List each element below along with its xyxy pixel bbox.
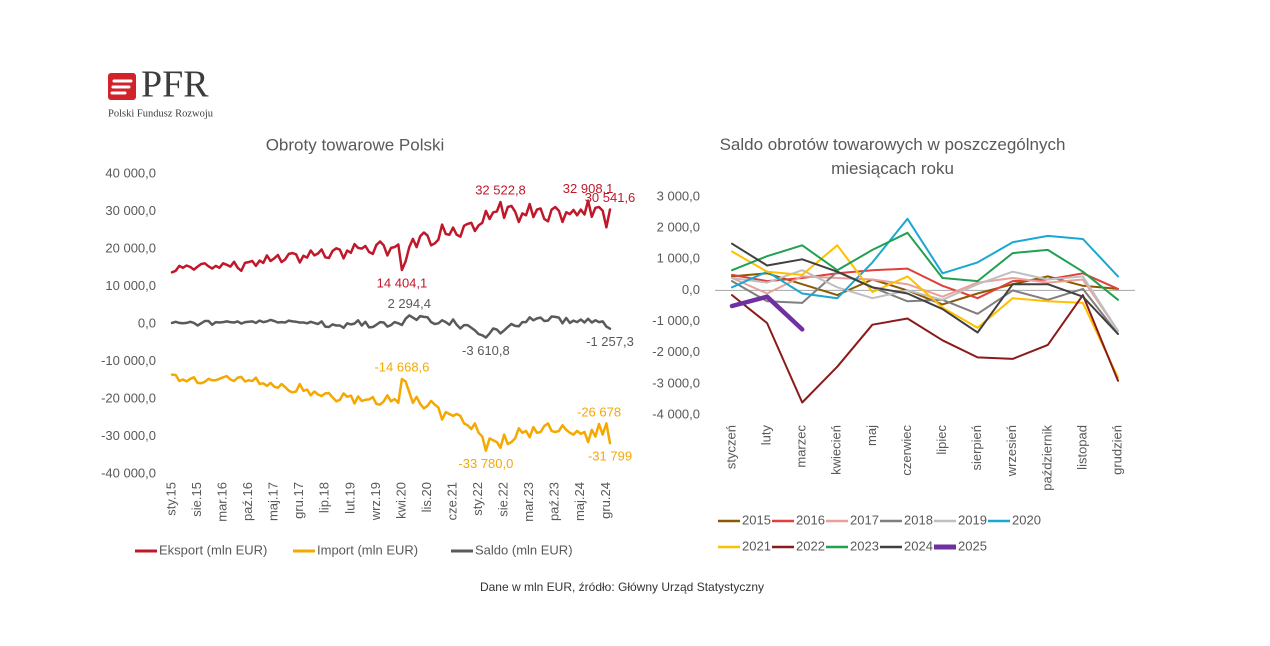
y-tick-label: 20 000,0 bbox=[105, 240, 156, 255]
x-tick-label: kwi.20 bbox=[393, 482, 408, 519]
y-tick-label: 2 000,0 bbox=[657, 220, 700, 235]
legend-label: 2018 bbox=[904, 512, 933, 527]
y-tick-label: 40 000,0 bbox=[105, 165, 156, 180]
y-tick-label: -1 000,0 bbox=[652, 313, 700, 328]
legend-label: Saldo (mln EUR) bbox=[475, 542, 573, 557]
legend-label: Eksport (mln EUR) bbox=[159, 542, 267, 557]
x-tick-label: wrz.19 bbox=[368, 482, 383, 521]
series-line bbox=[731, 231, 1119, 301]
series-line bbox=[731, 269, 1119, 332]
x-tick-label: sty.22 bbox=[470, 482, 485, 516]
legend-label: 2024 bbox=[904, 538, 933, 553]
data-label: -1 257,3 bbox=[586, 334, 634, 349]
logo-icon bbox=[108, 73, 136, 100]
logo-subtitle: Polski Fundusz Rozwoju bbox=[108, 108, 214, 119]
data-label: 2 294,4 bbox=[388, 296, 431, 311]
legend-label: 2020 bbox=[1012, 512, 1041, 527]
x-tick-label: mar.23 bbox=[521, 482, 536, 522]
legend-label: 2021 bbox=[742, 538, 771, 553]
legend-label: 2017 bbox=[850, 512, 879, 527]
x-tick-label: wrzesień bbox=[1004, 425, 1019, 477]
x-tick-label: lipiec bbox=[934, 425, 949, 455]
y-tick-label: -30 000,0 bbox=[101, 428, 156, 443]
x-tick-label: gru.24 bbox=[598, 482, 613, 519]
series-line bbox=[170, 373, 612, 452]
y-tick-label: 1 000,0 bbox=[657, 251, 700, 266]
x-tick-label: październik bbox=[1039, 425, 1054, 491]
x-tick-label: maj.24 bbox=[572, 482, 587, 521]
series-line bbox=[170, 199, 612, 274]
data-label: -3 610,8 bbox=[462, 343, 510, 358]
y-tick-label: 3 000,0 bbox=[657, 188, 700, 203]
y-tick-label: -2 000,0 bbox=[652, 344, 700, 359]
x-tick-label: lis.20 bbox=[419, 482, 434, 512]
source-note: Dane w mln EUR, źródło: Główny Urząd Sta… bbox=[480, 580, 764, 594]
logo-name: PFR bbox=[141, 64, 209, 106]
x-tick-label: luty bbox=[759, 425, 774, 446]
x-tick-label: mar.16 bbox=[215, 482, 230, 522]
x-tick-label: lip.18 bbox=[317, 482, 332, 513]
y-tick-label: 0,0 bbox=[138, 315, 156, 330]
data-label: 32 908,1 bbox=[563, 181, 614, 196]
data-label: -26 678 bbox=[577, 404, 621, 419]
data-label: -14 668,6 bbox=[374, 359, 429, 374]
y-tick-label: -10 000,0 bbox=[101, 353, 156, 368]
chart-title: Saldo obrotów towarowych w poszczególnyc… bbox=[719, 135, 1066, 178]
series-line bbox=[731, 217, 1119, 300]
data-label: -33 780,0 bbox=[458, 456, 513, 471]
x-tick-label: maj bbox=[864, 425, 879, 446]
legend-label: 2019 bbox=[958, 512, 987, 527]
y-tick-label: 10 000,0 bbox=[105, 278, 156, 293]
x-tick-label: paź.23 bbox=[547, 482, 562, 521]
x-tick-label: styczeń bbox=[723, 425, 738, 469]
data-label: 14 404,1 bbox=[377, 275, 428, 290]
y-tick-label: 30 000,0 bbox=[105, 203, 156, 218]
x-tick-label: grudzień bbox=[1109, 425, 1124, 475]
data-label: 32 522,8 bbox=[475, 182, 526, 197]
chart-title: Obroty towarowe Polski bbox=[266, 135, 445, 154]
legend-label: 2016 bbox=[796, 512, 825, 527]
x-tick-label: czerwiec bbox=[899, 425, 914, 476]
y-tick-label: -4 000,0 bbox=[652, 406, 700, 421]
series-line bbox=[731, 294, 1119, 404]
x-tick-label: kwiecień bbox=[829, 425, 844, 475]
y-tick-label: -20 000,0 bbox=[101, 390, 156, 405]
x-tick-label: lut.19 bbox=[342, 482, 357, 514]
x-tick-label: marzec bbox=[794, 425, 809, 468]
y-tick-label: -3 000,0 bbox=[652, 375, 700, 390]
x-tick-label: sierpień bbox=[969, 425, 984, 471]
x-tick-label: maj.17 bbox=[266, 482, 281, 521]
series-line bbox=[731, 242, 1119, 335]
x-tick-label: sty.15 bbox=[163, 482, 178, 516]
data-label: -31 799 bbox=[588, 449, 632, 464]
series-line bbox=[731, 275, 1119, 332]
series-line bbox=[731, 244, 1119, 379]
legend-label: 2022 bbox=[796, 538, 825, 553]
x-tick-label: sie.22 bbox=[496, 482, 511, 517]
x-tick-label: gru.17 bbox=[291, 482, 306, 519]
x-tick-label: sie.15 bbox=[189, 482, 204, 517]
series-line bbox=[170, 314, 612, 339]
legend-label: Import (mln EUR) bbox=[317, 542, 418, 557]
x-tick-label: cze.21 bbox=[444, 482, 459, 520]
x-tick-label: listopad bbox=[1074, 425, 1089, 470]
data-label: 30 541,6 bbox=[585, 190, 636, 205]
series-line bbox=[729, 294, 805, 332]
legend-label: 2023 bbox=[850, 538, 879, 553]
legend-label: 2015 bbox=[742, 512, 771, 527]
legend-label: 2025 bbox=[958, 538, 987, 553]
x-tick-label: paź.16 bbox=[240, 482, 255, 521]
y-tick-label: 0,0 bbox=[682, 282, 700, 297]
y-tick-label: -40 000,0 bbox=[101, 465, 156, 480]
